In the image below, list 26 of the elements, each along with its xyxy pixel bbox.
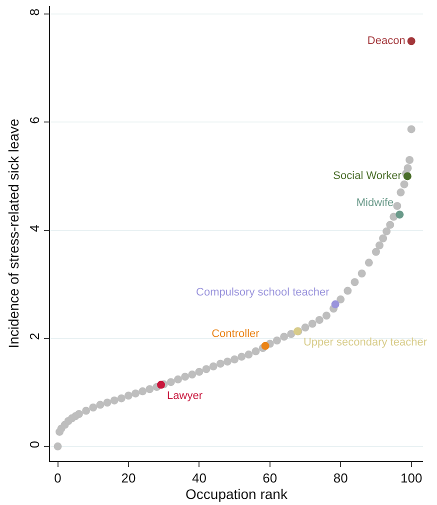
point bbox=[331, 300, 340, 308]
y-tick-label: 8 bbox=[26, 8, 42, 16]
y-tick-label: 4 bbox=[26, 224, 42, 232]
point bbox=[396, 210, 404, 219]
x-tick-label: 60 bbox=[262, 470, 278, 486]
x-tick-label: 100 bbox=[400, 470, 422, 486]
series-label: Controller bbox=[212, 328, 260, 340]
point bbox=[403, 172, 412, 180]
y-tick-label: 0 bbox=[26, 440, 42, 448]
point bbox=[407, 37, 416, 46]
series-label: Social Worker bbox=[333, 170, 402, 182]
y-tick-label: 6 bbox=[26, 116, 42, 124]
x-tick-label: 0 bbox=[54, 470, 62, 486]
series-label: Deacon bbox=[367, 34, 406, 47]
series-label: Upper secondary teacher bbox=[303, 336, 428, 349]
x-tick-label: 20 bbox=[121, 470, 136, 486]
point bbox=[261, 342, 270, 350]
x-tick-label: 80 bbox=[333, 470, 348, 486]
x-axis-title: Occupation rank bbox=[186, 486, 288, 502]
point bbox=[157, 380, 166, 389]
series-label: Midwife bbox=[356, 196, 394, 209]
y-axis-title: Incidence of stress-related sick leave bbox=[5, 118, 22, 348]
x-tick-label: 40 bbox=[192, 470, 206, 486]
series-label: Lawyer bbox=[167, 390, 203, 402]
y-tick-label: 2 bbox=[26, 332, 42, 340]
series-label: Compulsory school teacher bbox=[196, 286, 330, 299]
